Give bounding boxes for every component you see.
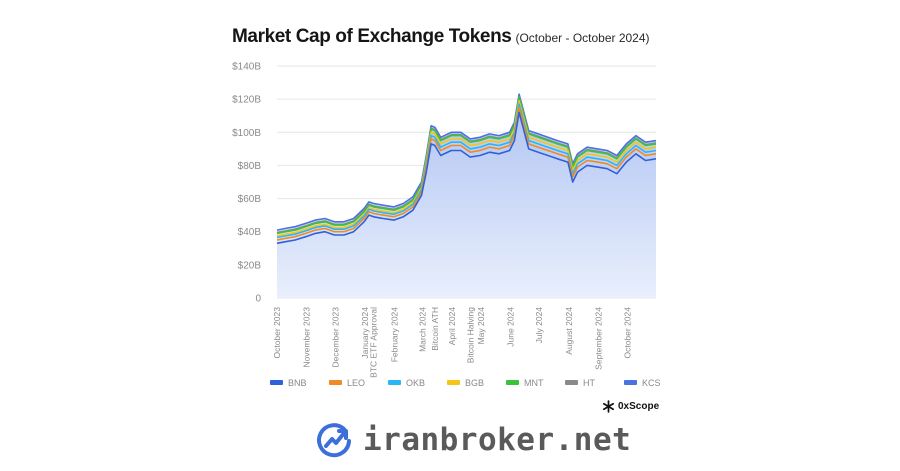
chart-title-block: Market Cap of Exchange Tokens (October - … (232, 26, 650, 48)
x-tick-label: November 2023 (302, 307, 312, 368)
asterisk-icon (602, 400, 615, 413)
legend-item-okb[interactable]: OKB (388, 378, 425, 388)
x-tick-label: February 2024 (390, 307, 400, 363)
series-line-okb (276, 103, 657, 239)
series-line-leo (276, 106, 657, 241)
legend-label: OKB (406, 378, 425, 388)
legend: BNB LEO OKB BGB MNT HT KCS (270, 378, 661, 388)
legend-item-bnb[interactable]: BNB (270, 378, 307, 388)
legend-swatch (270, 380, 283, 385)
legend-label: KCS (642, 378, 661, 388)
y-tick-label: $40B (238, 227, 262, 238)
brand-name: 0xScope (618, 401, 660, 412)
x-tick-label: Bitcoin Halving (465, 307, 475, 363)
chart-subtitle: (October - October 2024) (515, 31, 650, 45)
series-line-bnb (276, 111, 657, 245)
chart-title: Market Cap of Exchange Tokens (232, 26, 512, 47)
x-tick-label: March 2024 (418, 307, 428, 352)
x-tick-label: December 2023 (330, 307, 340, 368)
market-cap-chart: 0 $20B $40B $60B $80B $100B $120B $140B October… (232, 62, 661, 389)
area-fill (277, 94, 656, 298)
area-fill-shape (277, 94, 656, 298)
x-tick-label: August 2024 (564, 307, 574, 355)
series-lines (276, 93, 657, 245)
legend-swatch (388, 380, 401, 385)
legend-item-bgb[interactable]: BGB (447, 378, 484, 388)
legend-label: BNB (288, 378, 307, 388)
y-tick-label: $120B (232, 95, 261, 106)
legend-item-mnt[interactable]: MNT (506, 378, 544, 388)
x-tick-label: October 2023 (272, 307, 282, 359)
legend-label: BGB (465, 378, 484, 388)
legend-label: HT (583, 378, 595, 388)
series-line-kcs (276, 93, 657, 231)
x-axis: October 2023 November 2023 December 2023 Ja… (272, 307, 632, 378)
y-tick-label: $80B (238, 161, 262, 172)
brand-logo: 0xScope (602, 400, 659, 413)
x-tick-label: April 2024 (447, 307, 457, 346)
y-tick-label: $100B (232, 128, 261, 139)
series-line-mnt (276, 96, 657, 235)
legend-item-kcs[interactable]: KCS (624, 378, 661, 388)
y-axis: 0 $20B $40B $60B $80B $100B $120B $140B (232, 62, 261, 305)
x-tick-label: June 2024 (506, 307, 516, 347)
x-tick-label: BTC ETF Approval (369, 307, 379, 378)
legend-swatch (624, 380, 637, 385)
legend-swatch (329, 380, 342, 385)
watermark-text: iranbroker.net (363, 422, 632, 458)
legend-swatch (506, 380, 519, 385)
legend-label: LEO (347, 378, 365, 388)
watermark[interactable]: iranbroker.net (315, 420, 631, 460)
legend-item-leo[interactable]: LEO (329, 378, 365, 388)
legend-swatch (447, 380, 460, 385)
legend-item-ht[interactable]: HT (565, 378, 595, 388)
legend-label: MNT (524, 378, 544, 388)
y-tick-label: $140B (232, 62, 261, 73)
y-tick-label: $60B (238, 194, 262, 205)
x-tick-label: January 2024 (360, 307, 370, 359)
x-tick-label: October 2024 (622, 307, 632, 359)
x-tick-label: May 2024 (476, 307, 486, 345)
legend-swatch (565, 380, 578, 385)
series-line-bgb (276, 100, 657, 237)
x-tick-label: July 2024 (534, 307, 544, 344)
y-tick-label: 0 (255, 294, 261, 305)
x-tick-label: Bitcoin ATH (430, 307, 440, 351)
y-tick-label: $20B (238, 260, 262, 271)
chart-growth-icon (317, 423, 351, 458)
x-tick-label: September 2024 (594, 307, 604, 370)
